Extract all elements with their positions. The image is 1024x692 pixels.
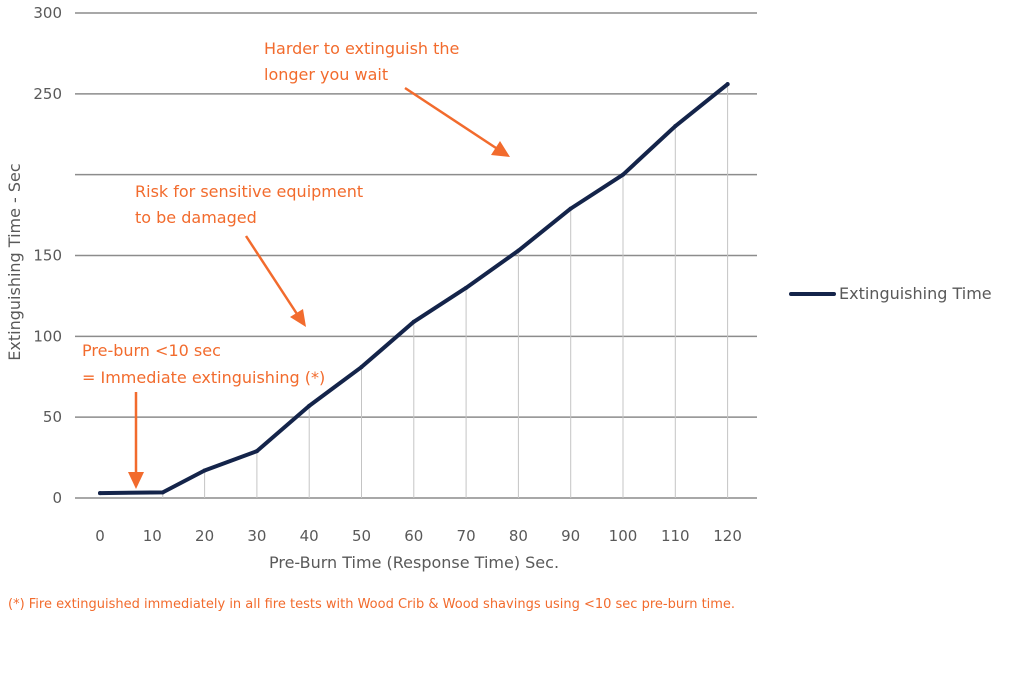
annotation-risk-line2: to be damaged	[135, 208, 257, 227]
x-tick-label: 100	[609, 527, 638, 545]
arrow-risk-head	[290, 309, 306, 327]
arrow-harder-head	[491, 141, 510, 157]
data-point	[464, 285, 469, 290]
data-point	[254, 449, 259, 454]
annotation-preburn-line1: Pre-burn <10 sec	[82, 341, 221, 360]
annotation-risk-line1: Risk for sensitive equipment	[135, 182, 363, 201]
x-tick-label: 30	[247, 527, 266, 545]
data-point	[568, 206, 573, 211]
x-tick-label: 0	[95, 527, 105, 545]
y-tick-label: 50	[43, 408, 62, 426]
x-tick-label: 40	[300, 527, 319, 545]
data-point	[516, 248, 521, 253]
x-tick-label: 90	[561, 527, 580, 545]
x-axis-title: Pre-Burn Time (Response Time) Sec.	[269, 553, 559, 572]
annotation-harder-line2: longer you wait	[264, 65, 388, 84]
x-tick-label: 80	[509, 527, 528, 545]
data-point	[725, 82, 730, 87]
x-tick-label: 110	[661, 527, 690, 545]
y-axis-title: Extinguishing Time - Sec	[5, 163, 24, 360]
y-tick-label: 150	[33, 247, 62, 265]
gridlines	[75, 12, 757, 499]
x-axis-ticks: 0 10 20 30 40 50 60 70 80 90 100 110 120	[95, 527, 742, 545]
data-point	[160, 490, 165, 495]
y-tick-label: 0	[52, 489, 62, 507]
x-tick-label: 20	[195, 527, 214, 545]
x-tick-label: 10	[143, 527, 162, 545]
arrow-risk	[244, 235, 299, 315]
x-tick-label: 50	[352, 527, 371, 545]
data-point	[621, 172, 625, 177]
data-point	[411, 319, 416, 324]
arrow-harder	[404, 86, 497, 150]
x-tick-label: 60	[404, 527, 423, 545]
y-tick-label: 250	[33, 85, 62, 103]
drop-lines	[162, 84, 729, 498]
annotation-harder-line1: Harder to extinguish the	[264, 39, 459, 58]
data-point	[307, 403, 312, 408]
legend-label: Extinguishing Time	[839, 284, 992, 303]
arrow-preburn-head	[128, 472, 144, 489]
annotation-arrows	[128, 86, 510, 489]
data-point	[673, 124, 678, 129]
x-tick-label: 70	[457, 527, 476, 545]
data-point	[202, 468, 207, 473]
series-layer	[98, 82, 730, 496]
data-point	[359, 365, 364, 370]
footnote: (*) Fire extinguished immediately in all…	[8, 597, 735, 612]
data-point	[98, 491, 102, 496]
x-tick-label: 120	[713, 527, 742, 545]
y-tick-label: 100	[33, 327, 62, 345]
y-axis-ticks: 300 250 150 100 50 0	[33, 4, 62, 507]
y-tick-label: 300	[33, 4, 62, 22]
annotation-preburn-line2: = Immediate extinguishing (*)	[82, 368, 325, 387]
